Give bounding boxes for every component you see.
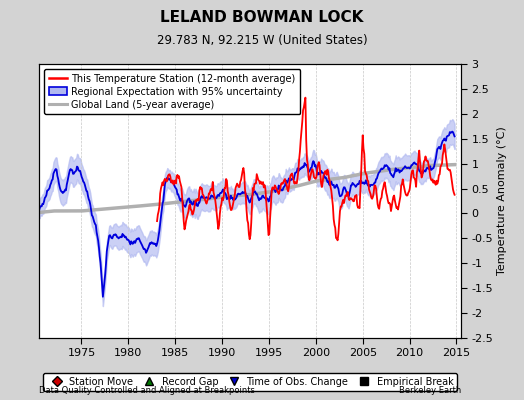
Legend: Station Move, Record Gap, Time of Obs. Change, Empirical Break: Station Move, Record Gap, Time of Obs. C… xyxy=(43,373,457,391)
Text: LELAND BOWMAN LOCK: LELAND BOWMAN LOCK xyxy=(160,10,364,25)
Y-axis label: Temperature Anomaly (°C): Temperature Anomaly (°C) xyxy=(497,127,507,275)
Text: 29.783 N, 92.215 W (United States): 29.783 N, 92.215 W (United States) xyxy=(157,34,367,47)
Text: Berkeley Earth: Berkeley Earth xyxy=(399,386,461,395)
Text: Data Quality Controlled and Aligned at Breakpoints: Data Quality Controlled and Aligned at B… xyxy=(39,386,255,395)
